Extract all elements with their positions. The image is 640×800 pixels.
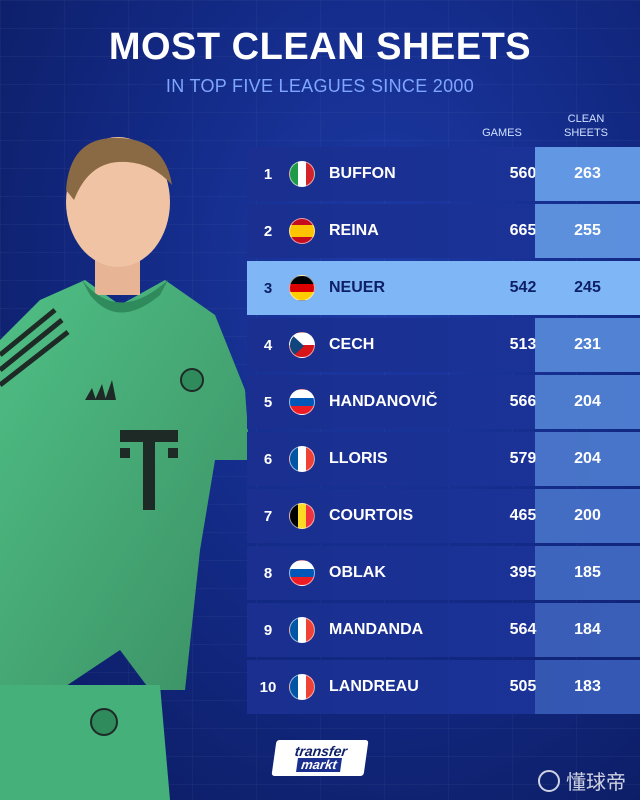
rank-number: 5 — [263, 393, 273, 411]
games-count: 465 — [509, 507, 537, 524]
clean-sheets-count: 255 — [535, 204, 640, 258]
clean-sheets-count: 204 — [535, 375, 640, 429]
czech-republic-flag-icon — [289, 332, 315, 358]
player-name: HANDANOVIČ — [329, 393, 438, 410]
rank-number: 4 — [263, 336, 273, 354]
player-name: BUFFON — [329, 165, 396, 182]
page-title: MOST CLEAN SHEETS — [108, 26, 532, 68]
italy-flag-icon — [289, 161, 315, 187]
clean-sheets-table: 1 BUFFON 560 263 2 REINA 665 255 3 NEUER 542 245 4 CE… — [247, 147, 640, 717]
player-name: LANDREAU — [329, 678, 419, 695]
clean-sheets-count: 263 — [535, 147, 640, 201]
clean-sheets-count: 184 — [535, 603, 640, 657]
slovenia-flag-icon — [289, 389, 315, 415]
table-row: 7 COURTOIS 465 200 — [247, 489, 640, 543]
logo-text-transfer: transfer — [293, 743, 349, 759]
clean-sheets-count: 245 — [574, 279, 601, 296]
rank-number: 7 — [263, 507, 273, 525]
games-count: 560 — [509, 165, 537, 182]
table-row: 3 NEUER 542 245 — [247, 261, 640, 315]
transfermarkt-logo: transfer markt — [271, 740, 369, 776]
player-name: REINA — [329, 222, 379, 239]
france-flag-icon — [289, 674, 315, 700]
table-row: 2 REINA 665 255 — [247, 204, 640, 258]
player-name: LLORIS — [329, 450, 388, 467]
table-row: 6 LLORIS 579 204 — [247, 432, 640, 486]
rank-number: 9 — [263, 621, 273, 639]
games-count: 564 — [509, 621, 537, 638]
table-row: 1 BUFFON 560 263 — [247, 147, 640, 201]
clean-sheets-count: 200 — [535, 489, 640, 543]
games-count: 505 — [509, 678, 537, 695]
table-row: 4 CECH 513 231 — [247, 318, 640, 372]
belgium-flag-icon — [289, 503, 315, 529]
table-row: 10 LANDREAU 505 183 — [247, 660, 640, 714]
games-count: 579 — [509, 450, 537, 467]
watermark: 懂球帝 — [538, 766, 626, 795]
football-icon — [538, 769, 560, 792]
clean-sheets-column-header: CLEAN SHEETS — [544, 112, 628, 140]
rank-number: 6 — [263, 450, 273, 468]
games-count: 542 — [509, 279, 537, 296]
games-count: 395 — [509, 564, 537, 581]
player-name: CECH — [329, 336, 375, 353]
watermark-text: 懂球帝 — [566, 772, 626, 794]
france-flag-icon — [289, 446, 315, 472]
clean-sheets-count: 183 — [535, 660, 640, 714]
rank-number: 1 — [263, 165, 273, 183]
logo-text-markt: markt — [296, 757, 342, 772]
germany-flag-icon — [289, 275, 315, 301]
rank-number: 10 — [259, 678, 277, 696]
slovenia-flag-icon — [289, 560, 315, 586]
clean-sheets-count: 231 — [535, 318, 640, 372]
table-row: 9 MANDANDA 564 184 — [247, 603, 640, 657]
spain-flag-icon — [289, 218, 315, 244]
clean-sheets-header-line1: CLEAN — [567, 113, 605, 125]
rank-number: 8 — [263, 564, 273, 582]
france-flag-icon — [289, 617, 315, 643]
goalkeeper-photo — [0, 137, 250, 800]
clean-sheets-count: 185 — [535, 546, 640, 600]
player-name: MANDANDA — [329, 621, 424, 638]
games-column-header: GAMES — [482, 127, 522, 139]
player-name: OBLAK — [329, 564, 386, 581]
player-name: NEUER — [329, 279, 386, 296]
games-count: 566 — [509, 393, 537, 410]
clean-sheets-header-line2: SHEETS — [563, 127, 608, 139]
games-count: 513 — [509, 336, 537, 353]
table-row: 5 HANDANOVIČ 566 204 — [247, 375, 640, 429]
player-name: COURTOIS — [329, 507, 414, 524]
clean-sheets-count: 204 — [535, 432, 640, 486]
rank-number: 2 — [263, 222, 273, 240]
games-count: 665 — [509, 222, 537, 239]
table-row: 8 OBLAK 395 185 — [247, 546, 640, 600]
page-subtitle: IN TOP FIVE LEAGUES SINCE 2000 — [165, 76, 475, 96]
rank-number: 3 — [263, 279, 273, 297]
